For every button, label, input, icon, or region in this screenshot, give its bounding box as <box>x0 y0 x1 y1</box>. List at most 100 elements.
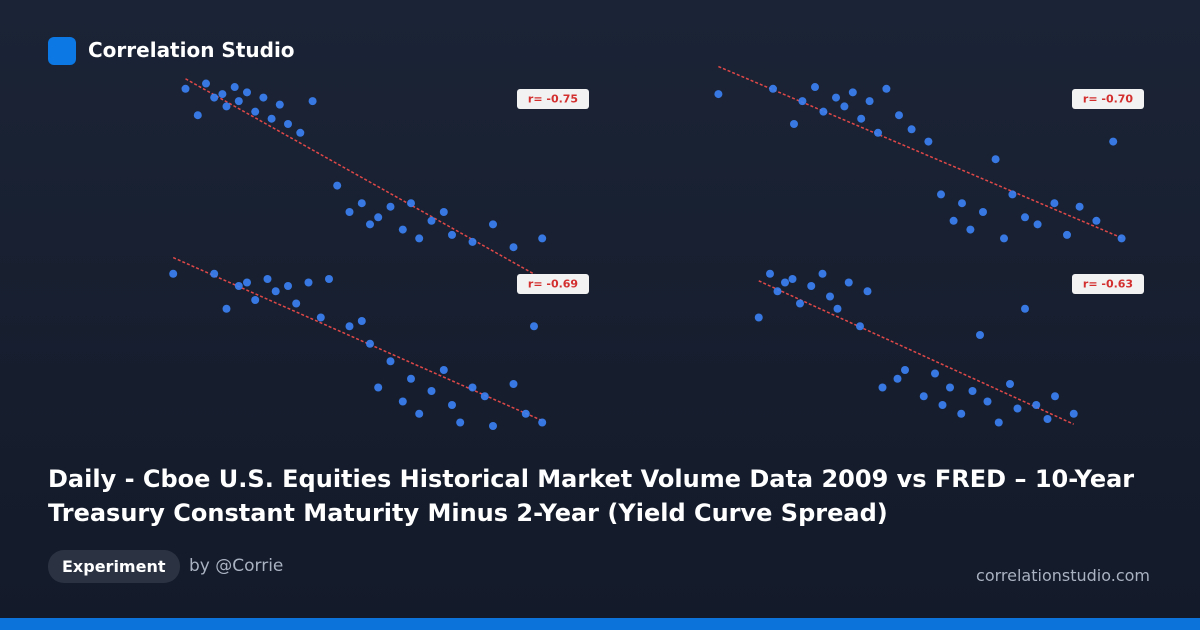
point <box>345 208 354 216</box>
trend-line <box>172 256 543 422</box>
point <box>407 374 415 383</box>
point <box>994 418 1003 427</box>
point <box>1063 230 1071 239</box>
point <box>304 278 313 287</box>
point <box>714 90 723 99</box>
point <box>958 199 966 208</box>
point <box>1006 380 1014 388</box>
r-label: r= -0.75 <box>528 93 578 106</box>
point <box>1051 392 1059 401</box>
point <box>234 97 243 106</box>
point <box>1013 404 1022 413</box>
point <box>946 383 954 392</box>
r-badge <box>1072 274 1144 294</box>
point <box>218 90 227 99</box>
point <box>222 102 231 111</box>
point <box>1021 304 1029 313</box>
point <box>538 418 547 427</box>
point <box>901 366 909 374</box>
point <box>895 111 903 120</box>
r-label: r= -0.63 <box>1083 278 1133 291</box>
point <box>857 114 866 123</box>
brand: Correlation Studio <box>88 38 295 62</box>
point <box>366 220 374 229</box>
point <box>957 409 966 418</box>
point <box>316 313 325 322</box>
point <box>398 397 407 406</box>
point <box>251 107 260 116</box>
point <box>448 230 456 239</box>
point <box>1021 213 1029 222</box>
point <box>924 137 933 146</box>
point <box>333 181 342 190</box>
point <box>938 401 947 409</box>
r-badge <box>1072 89 1144 109</box>
point <box>1069 409 1078 418</box>
point <box>251 296 260 304</box>
footer-bar <box>0 618 1200 630</box>
point <box>907 125 916 134</box>
author: by @Corrie <box>189 556 284 576</box>
trend-line <box>758 280 1075 425</box>
point <box>1050 199 1059 208</box>
point <box>345 322 354 331</box>
point <box>243 278 251 287</box>
point <box>979 208 987 216</box>
point <box>1000 234 1008 243</box>
point <box>427 387 436 395</box>
point <box>271 287 280 296</box>
point <box>243 88 251 97</box>
point <box>284 120 292 128</box>
point <box>949 216 958 225</box>
point <box>202 79 210 88</box>
point <box>415 409 424 418</box>
point <box>230 83 239 92</box>
point <box>284 282 292 290</box>
point <box>427 216 436 225</box>
point <box>398 225 407 234</box>
point <box>811 83 819 92</box>
r-label: r= -0.69 <box>528 278 578 291</box>
point <box>773 287 782 296</box>
point <box>819 107 828 116</box>
point <box>1109 137 1118 146</box>
point <box>374 213 383 222</box>
point <box>210 93 219 102</box>
point <box>983 397 992 406</box>
point <box>931 369 939 378</box>
point <box>798 97 807 106</box>
point <box>210 269 219 278</box>
point <box>325 275 333 283</box>
point <box>234 282 243 290</box>
point <box>865 97 874 106</box>
point <box>818 269 827 278</box>
point <box>919 392 928 401</box>
point <box>790 120 798 128</box>
point <box>509 380 518 388</box>
logo <box>48 37 76 65</box>
point <box>489 220 497 229</box>
charts: r= -0.75 r= -0.70 r= -0.69 r= -0.63 <box>169 65 1144 430</box>
r-label: r= -0.70 <box>1083 93 1134 106</box>
point <box>844 278 853 287</box>
point <box>766 269 774 278</box>
trend-line <box>718 65 1122 239</box>
point <box>267 114 276 123</box>
point <box>509 243 518 252</box>
point <box>489 422 497 430</box>
point <box>296 128 305 137</box>
point <box>456 418 465 427</box>
point <box>1117 234 1126 243</box>
point <box>966 225 975 234</box>
tag: Experiment <box>48 550 180 583</box>
point <box>521 409 530 418</box>
point <box>976 331 984 339</box>
point <box>878 383 887 392</box>
point <box>848 88 857 97</box>
point <box>832 93 840 102</box>
point <box>937 190 945 199</box>
point <box>796 299 804 308</box>
point <box>263 275 272 283</box>
point <box>1033 220 1042 229</box>
